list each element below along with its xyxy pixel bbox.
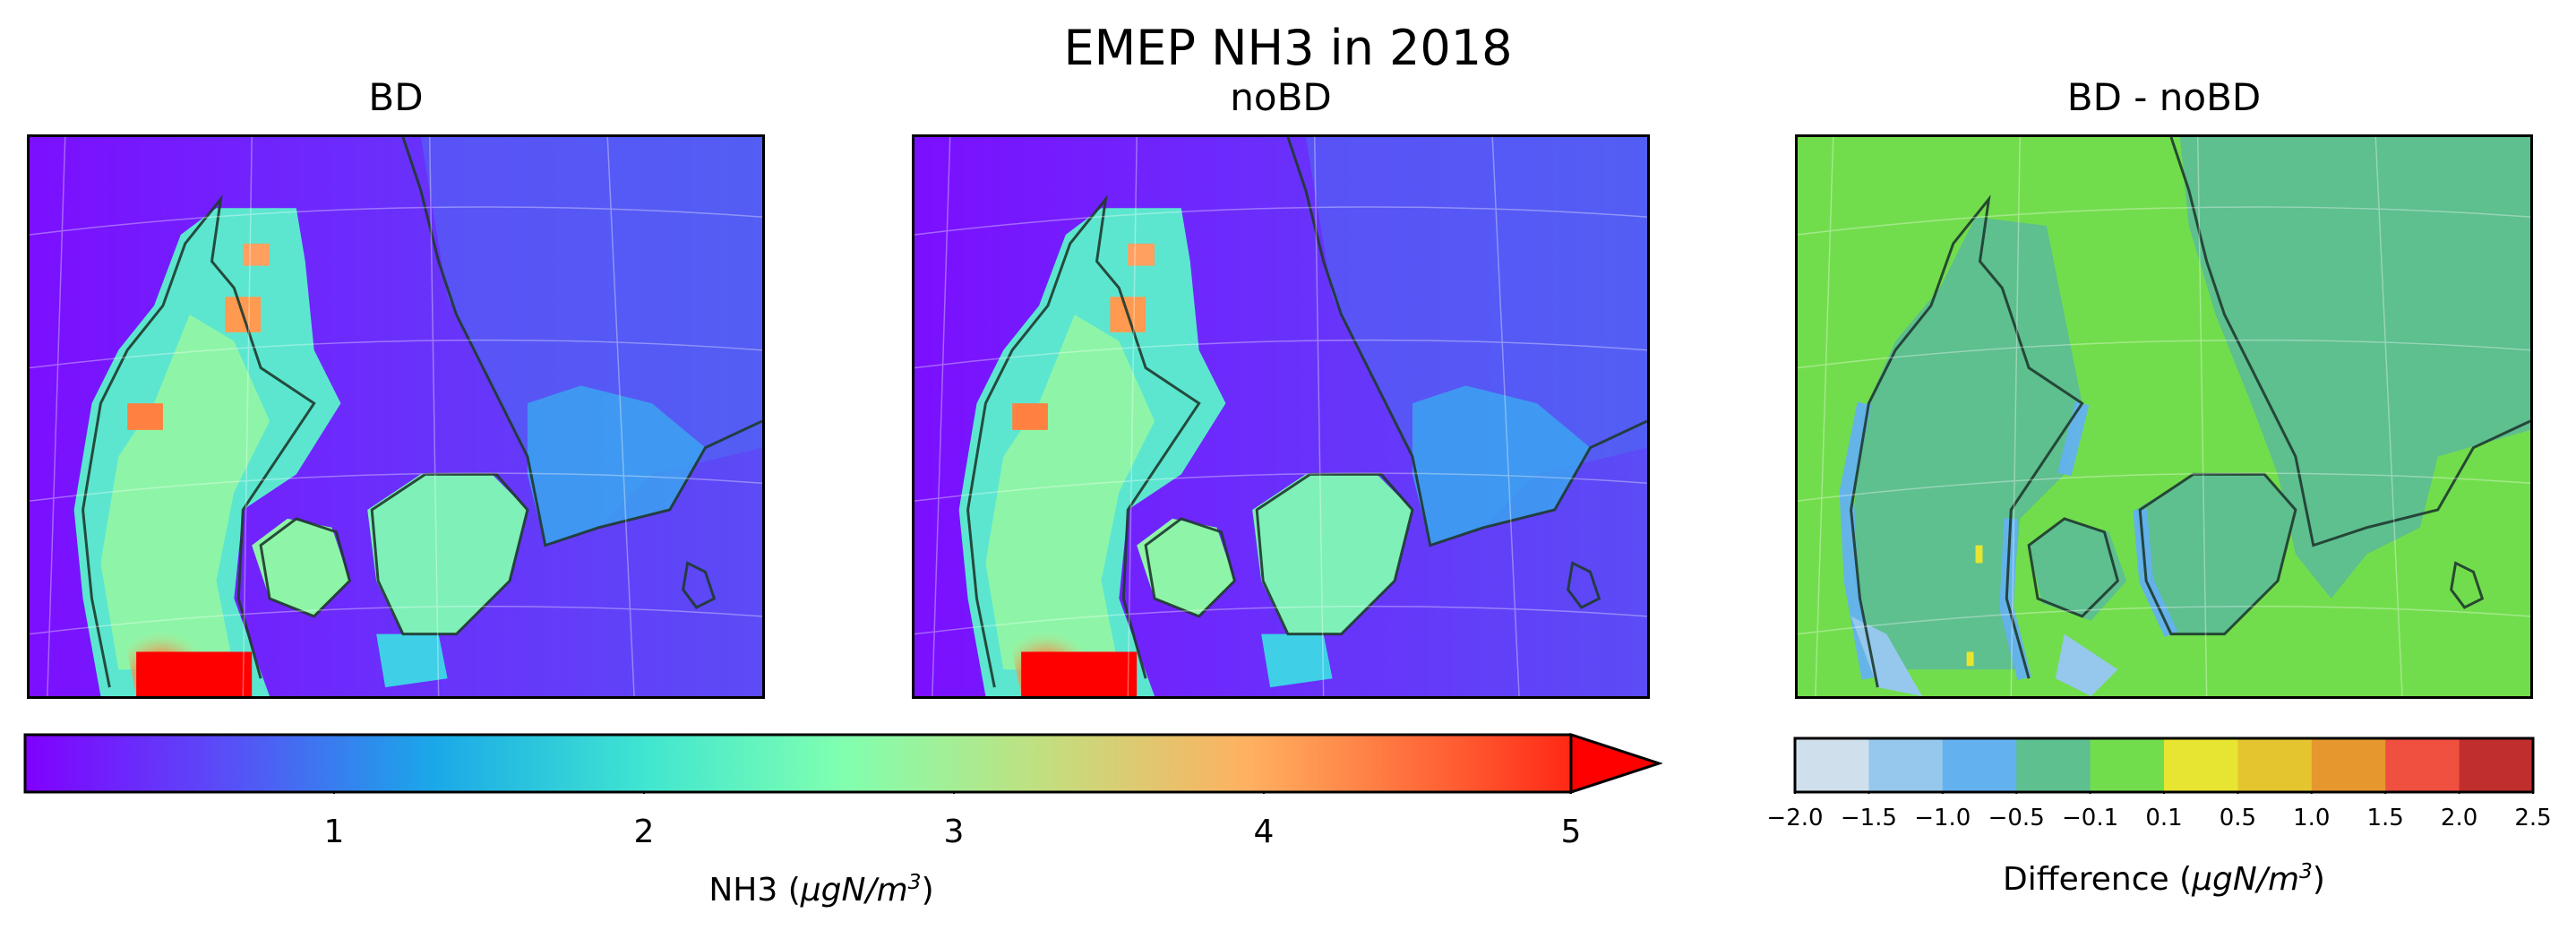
panel-title-bd: BD	[368, 75, 424, 119]
tick-label: 1.0	[2293, 805, 2331, 831]
difference-bin	[2090, 738, 2165, 792]
nh3-colorbar-ticks: 1 2 3 4 5	[23, 814, 1662, 853]
difference-colorbar-label: Difference (μgN/m3)	[2003, 858, 2325, 898]
map-panel-nobd	[912, 134, 1650, 699]
map-panel-diff	[1795, 134, 2533, 699]
panel-title-nobd: noBD	[1230, 75, 1332, 119]
difference-colorbar	[1793, 737, 2535, 794]
difference-bin	[2385, 738, 2460, 792]
difference-bin	[2016, 738, 2091, 792]
tick-label: 1	[323, 814, 345, 850]
difference-bin	[2164, 738, 2238, 792]
tick-label: 1.5	[2366, 805, 2404, 831]
tick-label: 2	[633, 814, 655, 850]
difference-bin	[1795, 738, 1869, 792]
figure-title: EMEP NH3 in 2018	[1063, 20, 1513, 76]
tick-label: −0.5	[1988, 805, 2045, 831]
difference-bin	[1942, 738, 2017, 792]
difference-colorbar-ticks: −2.0 −1.5 −1.0 −0.5 −0.1 0.1 0.5 1.0 1.5…	[1766, 805, 2551, 837]
difference-bin	[2311, 738, 2386, 792]
nh3-colorbar	[23, 733, 1662, 794]
nh3-colorbar-label: NH3 (μgN/m3)	[708, 869, 934, 909]
difference-colorbar-bins	[1794, 738, 2534, 794]
panel-title-diff: BD - noBD	[2066, 75, 2262, 119]
map-panel-bd	[27, 134, 765, 699]
tick-label: −2.0	[1766, 805, 1824, 831]
tick-label: 0.5	[2219, 805, 2257, 831]
tick-label: 5	[1560, 814, 1582, 850]
tick-label: −1.0	[1914, 805, 1971, 831]
tick-label: 2.0	[2440, 805, 2478, 831]
tick-label: 4	[1253, 814, 1275, 850]
nh3-map-nobd	[914, 137, 1647, 696]
nh3-map-bd	[30, 137, 762, 696]
difference-bin	[1868, 738, 1944, 792]
tick-label: −1.5	[1840, 805, 1897, 831]
tick-label: 3	[943, 814, 965, 850]
difference-bin	[2237, 738, 2313, 792]
difference-bin	[2459, 738, 2534, 792]
tick-label: 2.5	[2514, 805, 2552, 831]
difference-map	[1798, 137, 2530, 696]
tick-label: 0.1	[2145, 805, 2183, 831]
tick-label: −0.1	[2062, 805, 2119, 831]
